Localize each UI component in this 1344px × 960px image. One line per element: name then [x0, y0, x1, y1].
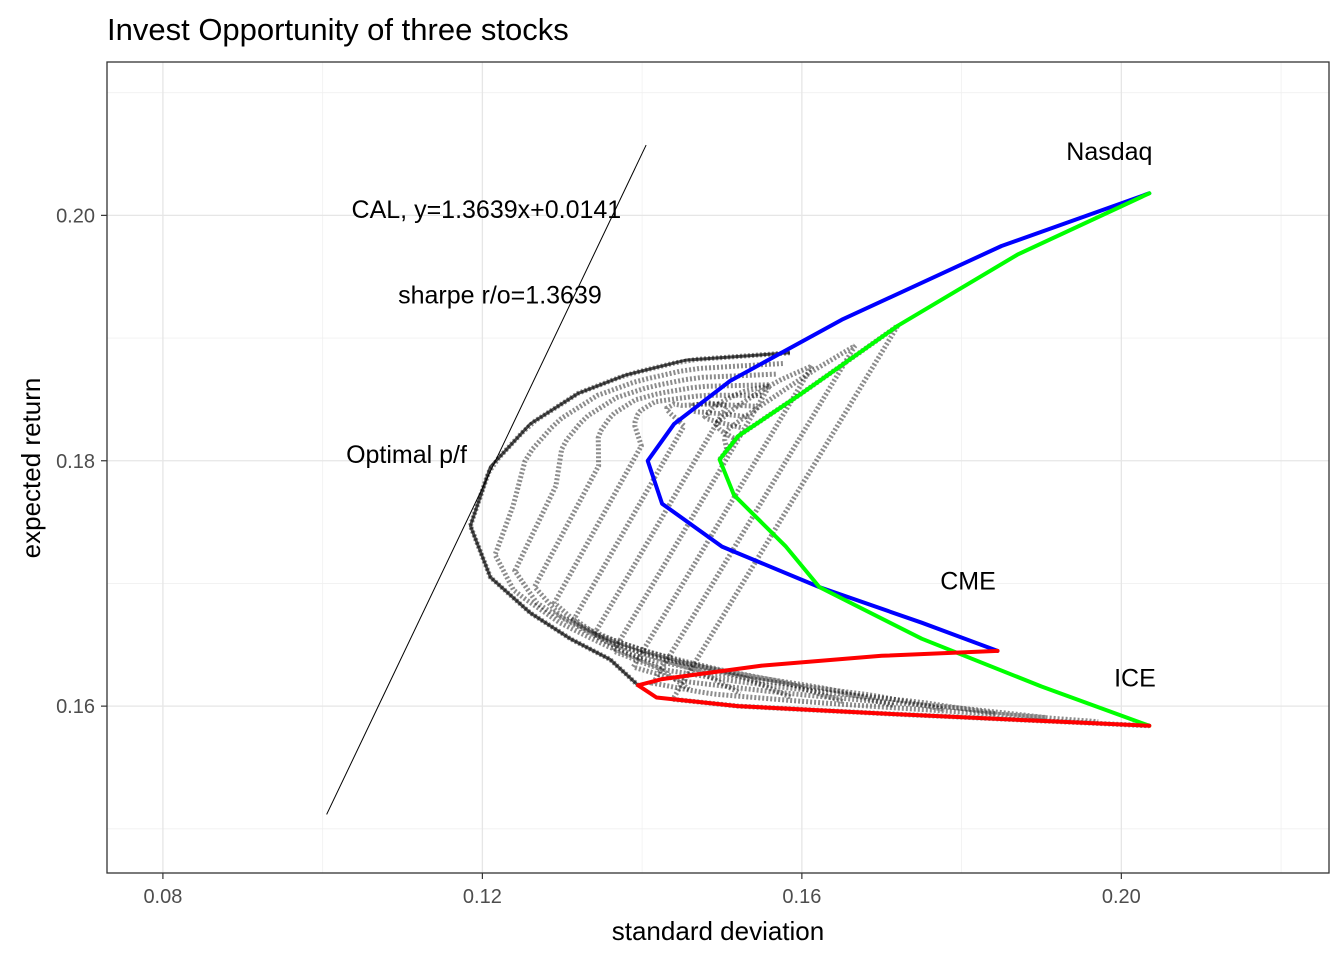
y-tick-label: 0.20: [56, 205, 95, 227]
portfolio-arc: [570, 401, 895, 708]
frontier-line: [636, 648, 1152, 728]
plot-background: [107, 62, 1329, 873]
annotation-label: Optimal p/f: [346, 441, 467, 469]
cloud-boundary: [468, 351, 791, 687]
frontier-line: [645, 191, 1152, 653]
portfolio-cloud: [467, 323, 1150, 729]
cal-line: [326, 144, 647, 815]
x-axis-title: standard deviation: [612, 916, 824, 946]
plot-border: [106, 61, 1330, 874]
portfolio-arc: [551, 392, 844, 704]
portfolio-arc: [512, 371, 776, 696]
annotation-label: CME: [940, 568, 996, 596]
annotation-label: sharpe r/o=1.3639: [398, 282, 602, 310]
x-tick-label: 0.12: [463, 886, 502, 908]
annotation-label: CAL, y=1.3639x+0.0141: [352, 196, 622, 224]
portfolio-arc: [609, 382, 997, 717]
annotation-label: Nasdaq: [1066, 138, 1152, 166]
y-tick-label: 0.16: [56, 696, 95, 718]
chart-title: Invest Opportunity of three stocks: [107, 12, 569, 47]
portfolio-arc: [649, 343, 1099, 725]
frontier-line: [717, 191, 1152, 728]
x-tick-label: 0.08: [143, 886, 182, 908]
portfolio-arc: [531, 382, 793, 700]
x-tick-label: 0.20: [1102, 886, 1141, 908]
y-axis-title: expected return: [16, 378, 46, 559]
portfolio-arc: [590, 400, 946, 713]
annotation-label: ICE: [1114, 665, 1156, 693]
y-tick-label: 0.18: [56, 451, 95, 473]
x-tick-label: 0.16: [782, 886, 821, 908]
plot-area: Nasdaq CME ICE CAL, y=1.3639x+0.0141 sharpe …: [56, 61, 1330, 908]
